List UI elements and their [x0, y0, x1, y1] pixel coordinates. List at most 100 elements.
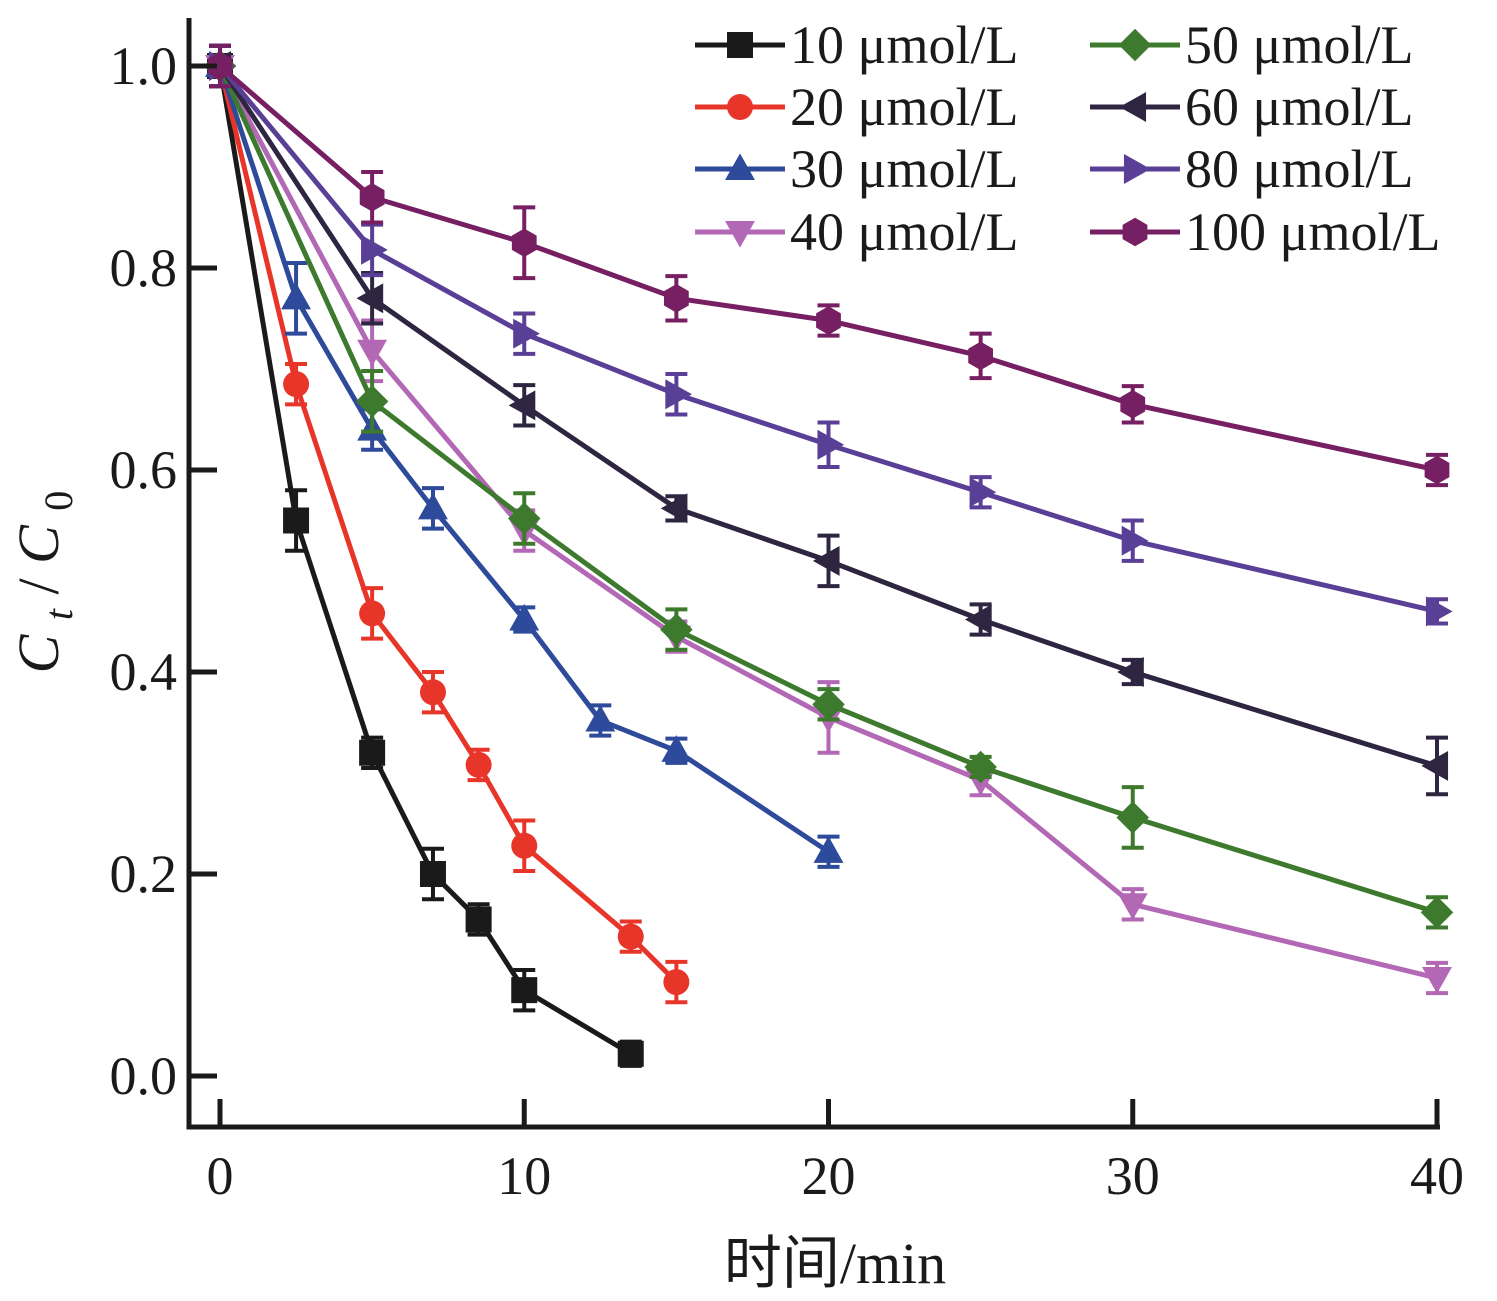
data-point: [359, 600, 386, 627]
data-point: [617, 923, 644, 950]
data-point: [509, 603, 540, 631]
legend-marker: [727, 32, 753, 58]
x-tick-label: 40: [1410, 1146, 1464, 1206]
y-axis-title-sub1: t: [36, 608, 81, 620]
data-point: [812, 545, 840, 576]
data-point: [1421, 750, 1449, 781]
data-point: [1117, 657, 1144, 687]
series-line: [218, 64, 1438, 473]
legend-marker: [1123, 154, 1151, 184]
data-point: [1425, 596, 1453, 627]
series-8: [207, 43, 1450, 488]
legend-marker: [725, 220, 755, 248]
data-point: [419, 861, 446, 887]
data-point: [207, 51, 233, 81]
data-point: [511, 977, 538, 1004]
y-axis-title: C t / C 0: [6, 491, 85, 674]
legend-item: 20 μmol/L: [695, 77, 1018, 137]
y-tick-label: 0.2: [110, 844, 178, 904]
legend-marker: [1119, 92, 1147, 122]
y-axis-title-main: C: [6, 633, 71, 673]
y-axis-title-sep: /: [6, 578, 71, 595]
data-point: [511, 228, 537, 258]
data-point: [357, 339, 388, 367]
y-tick-label: 0.6: [110, 440, 178, 500]
data-point: [359, 183, 385, 212]
axis-lines: [186, 18, 1440, 1130]
legend-marker: [725, 153, 755, 181]
y-tick-label: 0.8: [110, 238, 178, 298]
data-point: [968, 341, 994, 371]
data-point: [418, 492, 448, 520]
data-point: [419, 679, 446, 706]
y-tick-label: 0.4: [110, 642, 178, 702]
y-axis-title-sub2: 0: [36, 491, 81, 511]
series-line: [217, 65, 830, 854]
data-point: [660, 613, 693, 646]
legend-marker: [1122, 217, 1148, 247]
legend-marker: [727, 94, 753, 120]
legend-label: 30 μmol/L: [790, 139, 1018, 199]
legend-label: 50 μmol/L: [1185, 15, 1413, 75]
series-layer: [203, 43, 1454, 1068]
legend-item: 60 μmol/L: [1090, 77, 1413, 137]
data-point: [617, 1040, 644, 1067]
data-point: [513, 318, 540, 349]
legend-marker: [1118, 28, 1152, 62]
data-point: [663, 969, 690, 996]
legend: 10 μmol/L20 μmol/L30 μmol/L40 μmol/L 50 μ…: [695, 15, 1440, 262]
data-point: [965, 604, 992, 635]
x-axis-title: 时间/min: [724, 1231, 946, 1296]
data-point: [355, 385, 389, 418]
plot-frame: [186, 18, 1440, 1130]
legend-label: 20 μmol/L: [790, 77, 1018, 137]
data-point: [663, 284, 689, 313]
data-point: [817, 429, 845, 460]
data-point: [585, 704, 616, 732]
data-point: [969, 477, 997, 508]
data-point: [665, 379, 692, 410]
y-axis-title-main2: C: [6, 524, 71, 564]
data-point: [1424, 455, 1450, 485]
data-point: [1120, 390, 1146, 419]
series-line: [217, 65, 679, 984]
series-line: [218, 64, 1438, 614]
data-point: [356, 283, 384, 314]
legend-item: 100 μmol/L: [1090, 202, 1440, 262]
legend-label: 40 μmol/L: [790, 202, 1018, 262]
series-line: [217, 64, 1438, 769]
series-line: [217, 64, 1438, 981]
data-point: [361, 234, 388, 265]
data-point: [816, 306, 841, 335]
data-point: [1121, 525, 1149, 556]
data-point: [1420, 896, 1454, 929]
data-point: [813, 836, 844, 863]
y-tick-label: 0.0: [110, 1046, 178, 1106]
data-point: [964, 750, 997, 784]
x-tick-label: 0: [207, 1146, 234, 1206]
legend-label: 60 μmol/L: [1185, 77, 1413, 137]
data-point: [511, 832, 538, 859]
y-tick-label: 1.0: [110, 36, 178, 96]
data-point: [1422, 966, 1452, 994]
data-point: [359, 739, 386, 766]
data-point: [283, 371, 310, 398]
axis-ticks: 0 10 20 30 40 0.0 0.2 0.4 0.6 0.8 1.0: [110, 36, 1465, 1206]
legend-label: 80 μmol/L: [1185, 139, 1413, 199]
legend-label: 10 μmol/L: [790, 15, 1018, 75]
series-line: [217, 64, 1438, 915]
data-point: [465, 906, 492, 933]
legend-item: 80 μmol/L: [1090, 139, 1413, 199]
legend-item: 10 μmol/L: [695, 15, 1018, 75]
x-tick-label: 10: [497, 1146, 551, 1206]
legend-item: 40 μmol/L: [695, 202, 1018, 262]
legend-item: 50 μmol/L: [1090, 15, 1413, 75]
data-point: [508, 390, 536, 421]
data-point: [283, 507, 310, 534]
data-point: [661, 735, 692, 762]
data-point: [660, 493, 688, 524]
data-point: [1116, 801, 1149, 834]
data-point: [281, 282, 312, 310]
data-point: [465, 751, 492, 778]
